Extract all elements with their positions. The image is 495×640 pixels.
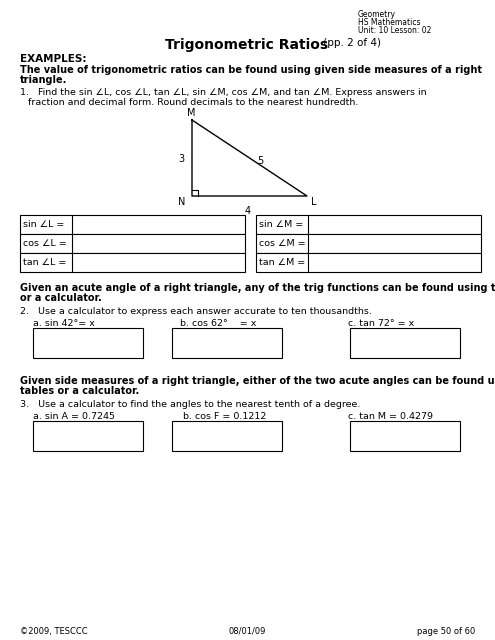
Text: b. cos F = 0.1212: b. cos F = 0.1212 — [183, 412, 266, 421]
Bar — [350, 328, 460, 358]
Text: or a calculator.: or a calculator. — [20, 293, 102, 303]
Text: Unit: 10 Lesson: 02: Unit: 10 Lesson: 02 — [358, 26, 431, 35]
Text: Given an acute angle of a right triangle, any of the trig functions can be found: Given an acute angle of a right triangle… — [20, 283, 495, 293]
Text: sin ∠M =: sin ∠M = — [259, 220, 303, 229]
Text: 3: 3 — [178, 154, 184, 164]
Text: a. sin 42°= x: a. sin 42°= x — [33, 319, 95, 328]
Bar — [33, 328, 143, 358]
Text: (pp. 2 of 4): (pp. 2 of 4) — [320, 38, 381, 48]
Bar — [20, 253, 245, 272]
Text: triangle.: triangle. — [20, 75, 67, 85]
Text: 5: 5 — [257, 156, 263, 166]
Text: sin ∠L =: sin ∠L = — [23, 220, 64, 229]
Text: L: L — [311, 197, 316, 207]
Text: N: N — [178, 197, 185, 207]
Text: HS Mathematics: HS Mathematics — [358, 18, 420, 27]
Bar — [256, 234, 481, 253]
Bar — [20, 234, 245, 253]
Text: ©2009, TESCCC: ©2009, TESCCC — [20, 627, 88, 636]
Text: Geometry: Geometry — [358, 10, 396, 19]
Bar — [172, 421, 282, 451]
Text: Trigonometric Ratios: Trigonometric Ratios — [165, 38, 328, 52]
Text: 1.   Find the sin ∠L, cos ∠L, tan ∠L, sin ∠M, cos ∠M, and tan ∠M. Express answer: 1. Find the sin ∠L, cos ∠L, tan ∠L, sin … — [20, 88, 427, 97]
Text: tan ∠L =: tan ∠L = — [23, 258, 66, 267]
Text: fraction and decimal form. Round decimals to the nearest hundredth.: fraction and decimal form. Round decimal… — [28, 98, 358, 107]
Text: 2.   Use a calculator to express each answer accurate to ten thousandths.: 2. Use a calculator to express each answ… — [20, 307, 372, 316]
Text: b. cos 62°    = x: b. cos 62° = x — [180, 319, 256, 328]
Bar — [350, 421, 460, 451]
Text: M: M — [187, 108, 196, 118]
Text: c. tan M = 0.4279: c. tan M = 0.4279 — [348, 412, 433, 421]
Text: a. sin A = 0.7245: a. sin A = 0.7245 — [33, 412, 115, 421]
Bar — [256, 215, 481, 234]
Text: The value of trigonometric ratios can be found using given side measures of a ri: The value of trigonometric ratios can be… — [20, 65, 482, 75]
Text: tan ∠M =: tan ∠M = — [259, 258, 305, 267]
Text: EXAMPLES:: EXAMPLES: — [20, 54, 87, 64]
Text: page 50 of 60: page 50 of 60 — [417, 627, 475, 636]
Bar — [172, 328, 282, 358]
Bar — [256, 253, 481, 272]
Bar — [20, 215, 245, 234]
Bar — [33, 421, 143, 451]
Text: c. tan 72° = x: c. tan 72° = x — [348, 319, 414, 328]
Text: Given side measures of a right triangle, either of the two acute angles can be f: Given side measures of a right triangle,… — [20, 376, 495, 386]
Text: tables or a calculator.: tables or a calculator. — [20, 386, 139, 396]
Text: cos ∠M =: cos ∠M = — [259, 239, 305, 248]
Text: cos ∠L =: cos ∠L = — [23, 239, 67, 248]
Text: 4: 4 — [245, 206, 251, 216]
Text: 08/01/09: 08/01/09 — [228, 627, 266, 636]
Text: 3.   Use a calculator to find the angles to the nearest tenth of a degree.: 3. Use a calculator to find the angles t… — [20, 400, 360, 409]
